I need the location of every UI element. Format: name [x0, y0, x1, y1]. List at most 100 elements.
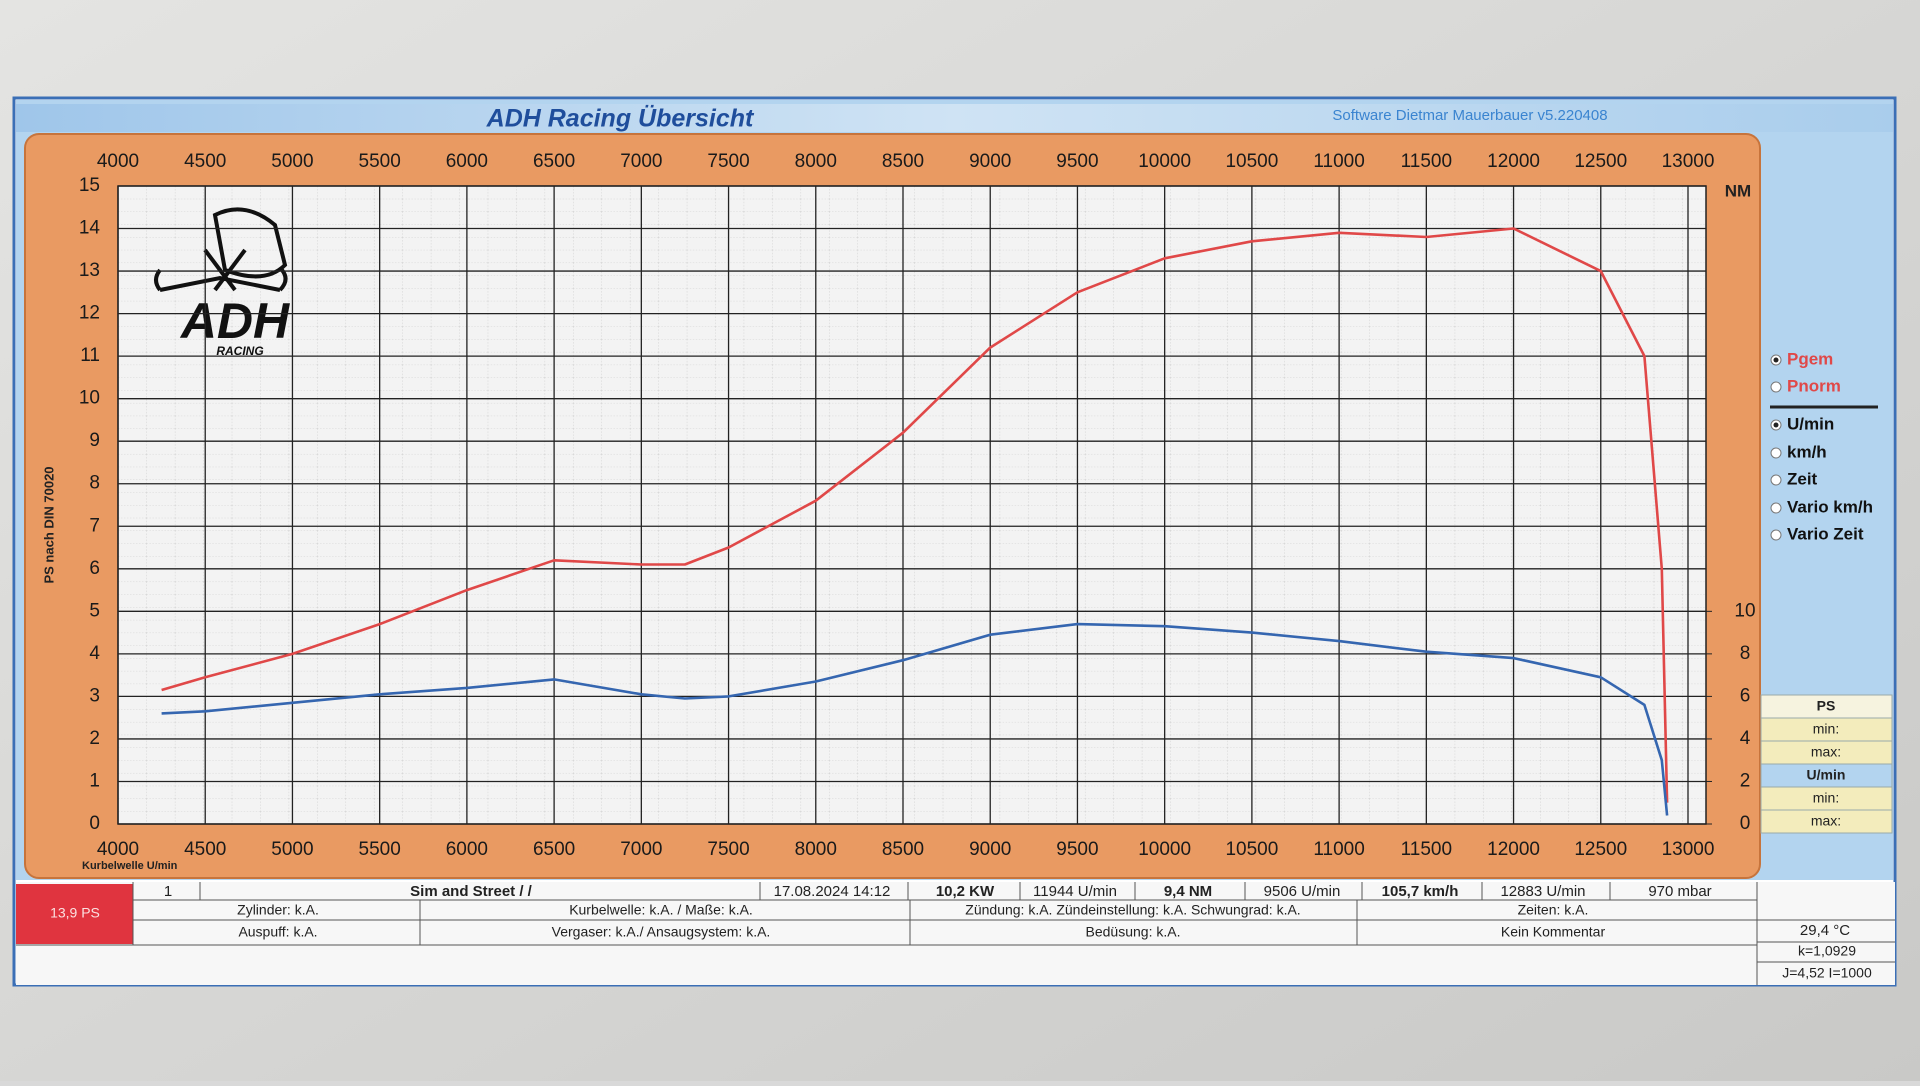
- logo: ADH RACING: [154, 207, 290, 358]
- summary-cell: 1: [164, 883, 172, 900]
- y-tick-label: 9: [89, 430, 100, 451]
- x-tick-label: 8500: [882, 151, 924, 172]
- x-tick-label: 4500: [184, 839, 226, 860]
- y-tick-label: 10: [79, 388, 100, 409]
- summary-cell: 970 mbar: [1648, 883, 1711, 900]
- x-tick-label: 7500: [707, 839, 749, 860]
- y-tick-label: 1: [89, 770, 100, 791]
- range-label: max:: [1811, 744, 1841, 760]
- x-tick-label: 13000: [1662, 151, 1715, 172]
- plot-border: [117, 185, 1707, 825]
- range-label: U/min: [1807, 767, 1846, 783]
- radio-button: [1770, 381, 1782, 393]
- x-tick-label: 13000: [1662, 839, 1715, 860]
- x-tick-label: 7000: [620, 151, 662, 172]
- x-tick-label: 7000: [620, 839, 662, 860]
- summary-cell: Bedüsung: k.A.: [1086, 924, 1181, 940]
- x-axis-label: Kurbelwelle U/min: [82, 860, 178, 872]
- x-tick-label: 5500: [359, 839, 401, 860]
- y-tick-label: 3: [89, 685, 100, 706]
- x-tick-label: 9500: [1056, 839, 1098, 860]
- radio-button: [1770, 529, 1782, 541]
- option-label: Zeit: [1787, 469, 1818, 488]
- summary-cell: 12883 U/min: [1500, 883, 1585, 900]
- x-tick-label: 10500: [1225, 839, 1278, 860]
- y2-tick-label: 0: [1740, 813, 1751, 834]
- y-tick-label: 5: [89, 600, 100, 621]
- summary-rules: [16, 882, 1895, 985]
- range-label: min:: [1813, 721, 1839, 737]
- summary-cell: Vergaser: k.A./ Ansaugsystem: k.A.: [552, 924, 771, 940]
- y-tick-label: 13: [79, 260, 100, 281]
- summary-cell: Zündung: k.A. Zündeinstellung: k.A. Schw…: [965, 902, 1300, 918]
- x-tick-label: 4000: [97, 839, 139, 860]
- y-tick-label: 11: [80, 345, 100, 366]
- x-tick-label: 11000: [1313, 839, 1364, 860]
- x-tick-label: 8500: [882, 839, 924, 860]
- summary-cell: Zylinder: k.A.: [237, 902, 319, 918]
- x-tick-label: 5000: [271, 839, 313, 860]
- x-tick-label: 9500: [1056, 151, 1098, 172]
- x-tick-label: 5500: [359, 151, 401, 172]
- y2-tick-label: 4: [1740, 728, 1751, 749]
- radio-button: [1770, 502, 1782, 514]
- y-tick-label: 0: [89, 813, 100, 834]
- logo-text: ADH: [179, 293, 290, 349]
- x-tick-label: 9000: [969, 151, 1011, 172]
- x-tick-label: 8000: [795, 151, 837, 172]
- radio-dot: [1773, 422, 1779, 428]
- x-tick-label: 12000: [1487, 151, 1540, 172]
- y-tick-label: 15: [79, 175, 100, 196]
- summary-cell: Auspuff: k.A.: [238, 924, 317, 940]
- chart-subtitle: Software Dietmar Mauerbauer v5.220408: [1332, 107, 1607, 124]
- summary-cell: k=1,0929: [1798, 943, 1856, 959]
- chart-title: ADH Racing Übersicht: [486, 104, 755, 133]
- summary-cell: 105,7 km/h: [1382, 883, 1459, 900]
- x-tick-label: 12500: [1574, 839, 1627, 860]
- option-label: Vario km/h: [1787, 497, 1873, 516]
- y2-tick-label: 6: [1740, 685, 1751, 706]
- x-tick-label: 6500: [533, 839, 575, 860]
- x-tick-label: 5000: [271, 151, 313, 172]
- minor-grid: [118, 186, 1706, 824]
- title-bar: [16, 104, 1893, 132]
- summary-cell: 9,4 NM: [1164, 883, 1212, 900]
- option-label: Pgem: [1787, 349, 1833, 368]
- x-tick-label: 6500: [533, 151, 575, 172]
- x-tick-label: 7500: [707, 151, 749, 172]
- option-label: Vario Zeit: [1787, 524, 1864, 543]
- summary-badge: [16, 884, 133, 944]
- x-tick-label: 6000: [446, 839, 488, 860]
- summary-cell: 10,2 KW: [936, 883, 995, 900]
- x-tick-label: 10000: [1138, 151, 1191, 172]
- range-cell: [1760, 809, 1893, 834]
- x-tick-label: 4500: [184, 151, 226, 172]
- y2-tick-label: 2: [1740, 770, 1751, 791]
- summary-cell: 11944 U/min: [1033, 883, 1117, 900]
- x-tick-label: 9000: [969, 839, 1011, 860]
- summary-table: [16, 882, 1895, 985]
- y-axis-label: PS nach DIN 70020: [41, 466, 56, 583]
- logo-subtext: RACING: [216, 344, 263, 358]
- x-tick-label: 8000: [795, 839, 837, 860]
- x-tick-label: 11500: [1401, 151, 1452, 172]
- range-label: min:: [1813, 790, 1839, 806]
- y2-tick-label: 10: [1734, 600, 1755, 621]
- x-tick-label: 12000: [1487, 839, 1540, 860]
- summary-cell: Kein Kommentar: [1501, 924, 1606, 940]
- option-label: km/h: [1787, 442, 1827, 461]
- y-tick-label: 8: [89, 473, 100, 494]
- range-label: max:: [1811, 813, 1841, 829]
- y-tick-label: 6: [89, 558, 100, 579]
- summary-badge-text: 13,9 PS: [50, 905, 100, 921]
- x-tick-label: 11000: [1313, 151, 1364, 172]
- summary-cell: 17.08.2024 14:12: [774, 883, 891, 900]
- range-label: PS: [1817, 698, 1836, 714]
- summary-cell: Sim and Street / /: [410, 883, 533, 900]
- y-tick-label: 2: [89, 728, 100, 749]
- y2-axis-label: NM: [1725, 181, 1751, 200]
- series-line: [161, 622, 1669, 816]
- summary-cell: 29,4 °C: [1800, 922, 1850, 939]
- x-tick-label: 6000: [446, 151, 488, 172]
